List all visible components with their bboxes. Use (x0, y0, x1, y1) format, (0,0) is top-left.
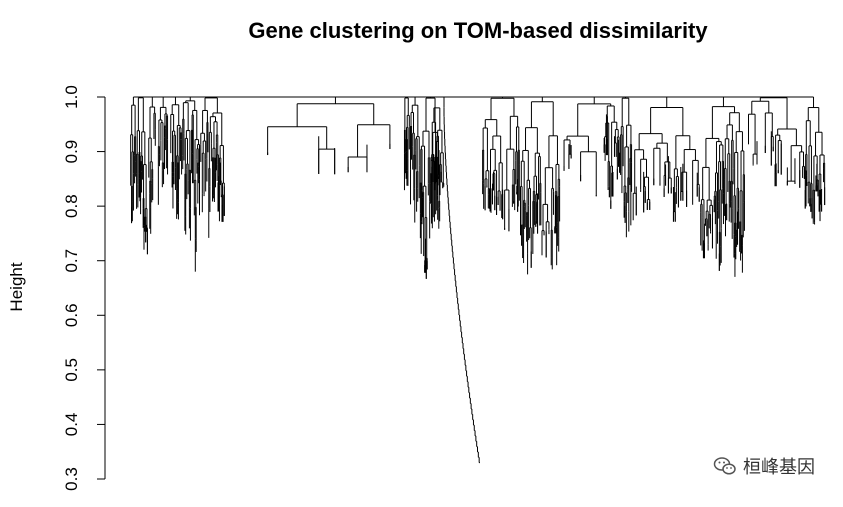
dendrogram-tree (130, 96, 826, 464)
y-tick-label: 1.0 (62, 85, 81, 109)
y-tick-label: 0.4 (62, 413, 81, 437)
y-tick-label: 0.3 (62, 467, 81, 491)
chart-title: Gene clustering on TOM-based dissimilari… (248, 18, 708, 43)
wechat-icon (713, 457, 736, 475)
y-axis-label: Height (7, 262, 26, 311)
y-tick-label: 0.9 (62, 140, 81, 164)
watermark-text: 桓峰基因 (743, 457, 815, 478)
y-tick-label: 0.8 (62, 194, 81, 218)
y-axis: 0.3 0.4 0.5 0.6 0.7 0.8 0.9 1.0 (62, 85, 106, 491)
y-tick-label: 0.5 (62, 358, 81, 382)
y-tick-label: 0.6 (62, 303, 81, 327)
watermark: 桓峰基因 (713, 453, 815, 479)
y-tick-label: 0.7 (62, 249, 81, 273)
